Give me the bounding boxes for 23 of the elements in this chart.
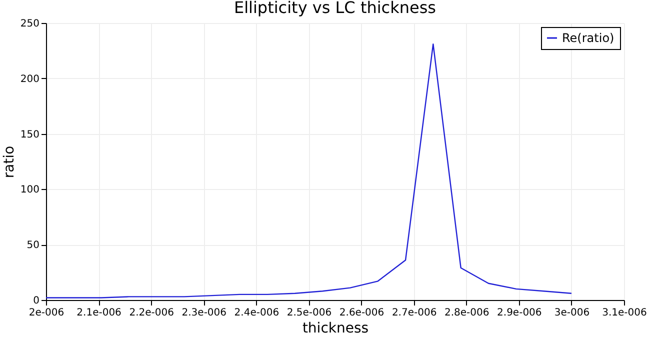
x-tick-label: 2.8e-006 <box>444 308 490 318</box>
chart-title: Ellipticity vs LC thickness <box>234 0 436 17</box>
x-tick-label: 3e-006 <box>554 308 590 318</box>
x-tick-label: 3.1e-006 <box>602 308 647 318</box>
y-tick-label: 0 <box>33 296 40 306</box>
x-tick-label: 2.4e-006 <box>234 308 280 318</box>
x-tick-label: 2.3e-006 <box>182 308 227 318</box>
x-tick-label: 2.2e-006 <box>129 308 174 318</box>
y-tick-label: 250 <box>20 18 40 30</box>
x-tick-label: 2.9e-006 <box>497 308 542 318</box>
y-tick-label: 200 <box>20 74 40 85</box>
x-axis-title: thickness <box>302 320 369 336</box>
line-series <box>46 43 572 298</box>
y-tick-label: 100 <box>20 184 40 196</box>
x-tick-label: 2e-006 <box>28 308 64 318</box>
x-tick-label: 2.1e-006 <box>76 308 122 318</box>
legend-label: Re(ratio) <box>562 31 614 45</box>
y-tick-label: 50 <box>26 240 40 252</box>
x-tick-label: 2.6e-006 <box>339 308 384 318</box>
x-tick-label: 2.7e-006 <box>392 308 437 318</box>
y-axis-title: ratio <box>1 146 18 178</box>
x-tick-label: 2.5e-006 <box>286 308 332 318</box>
y-tick-label: 150 <box>20 129 40 140</box>
